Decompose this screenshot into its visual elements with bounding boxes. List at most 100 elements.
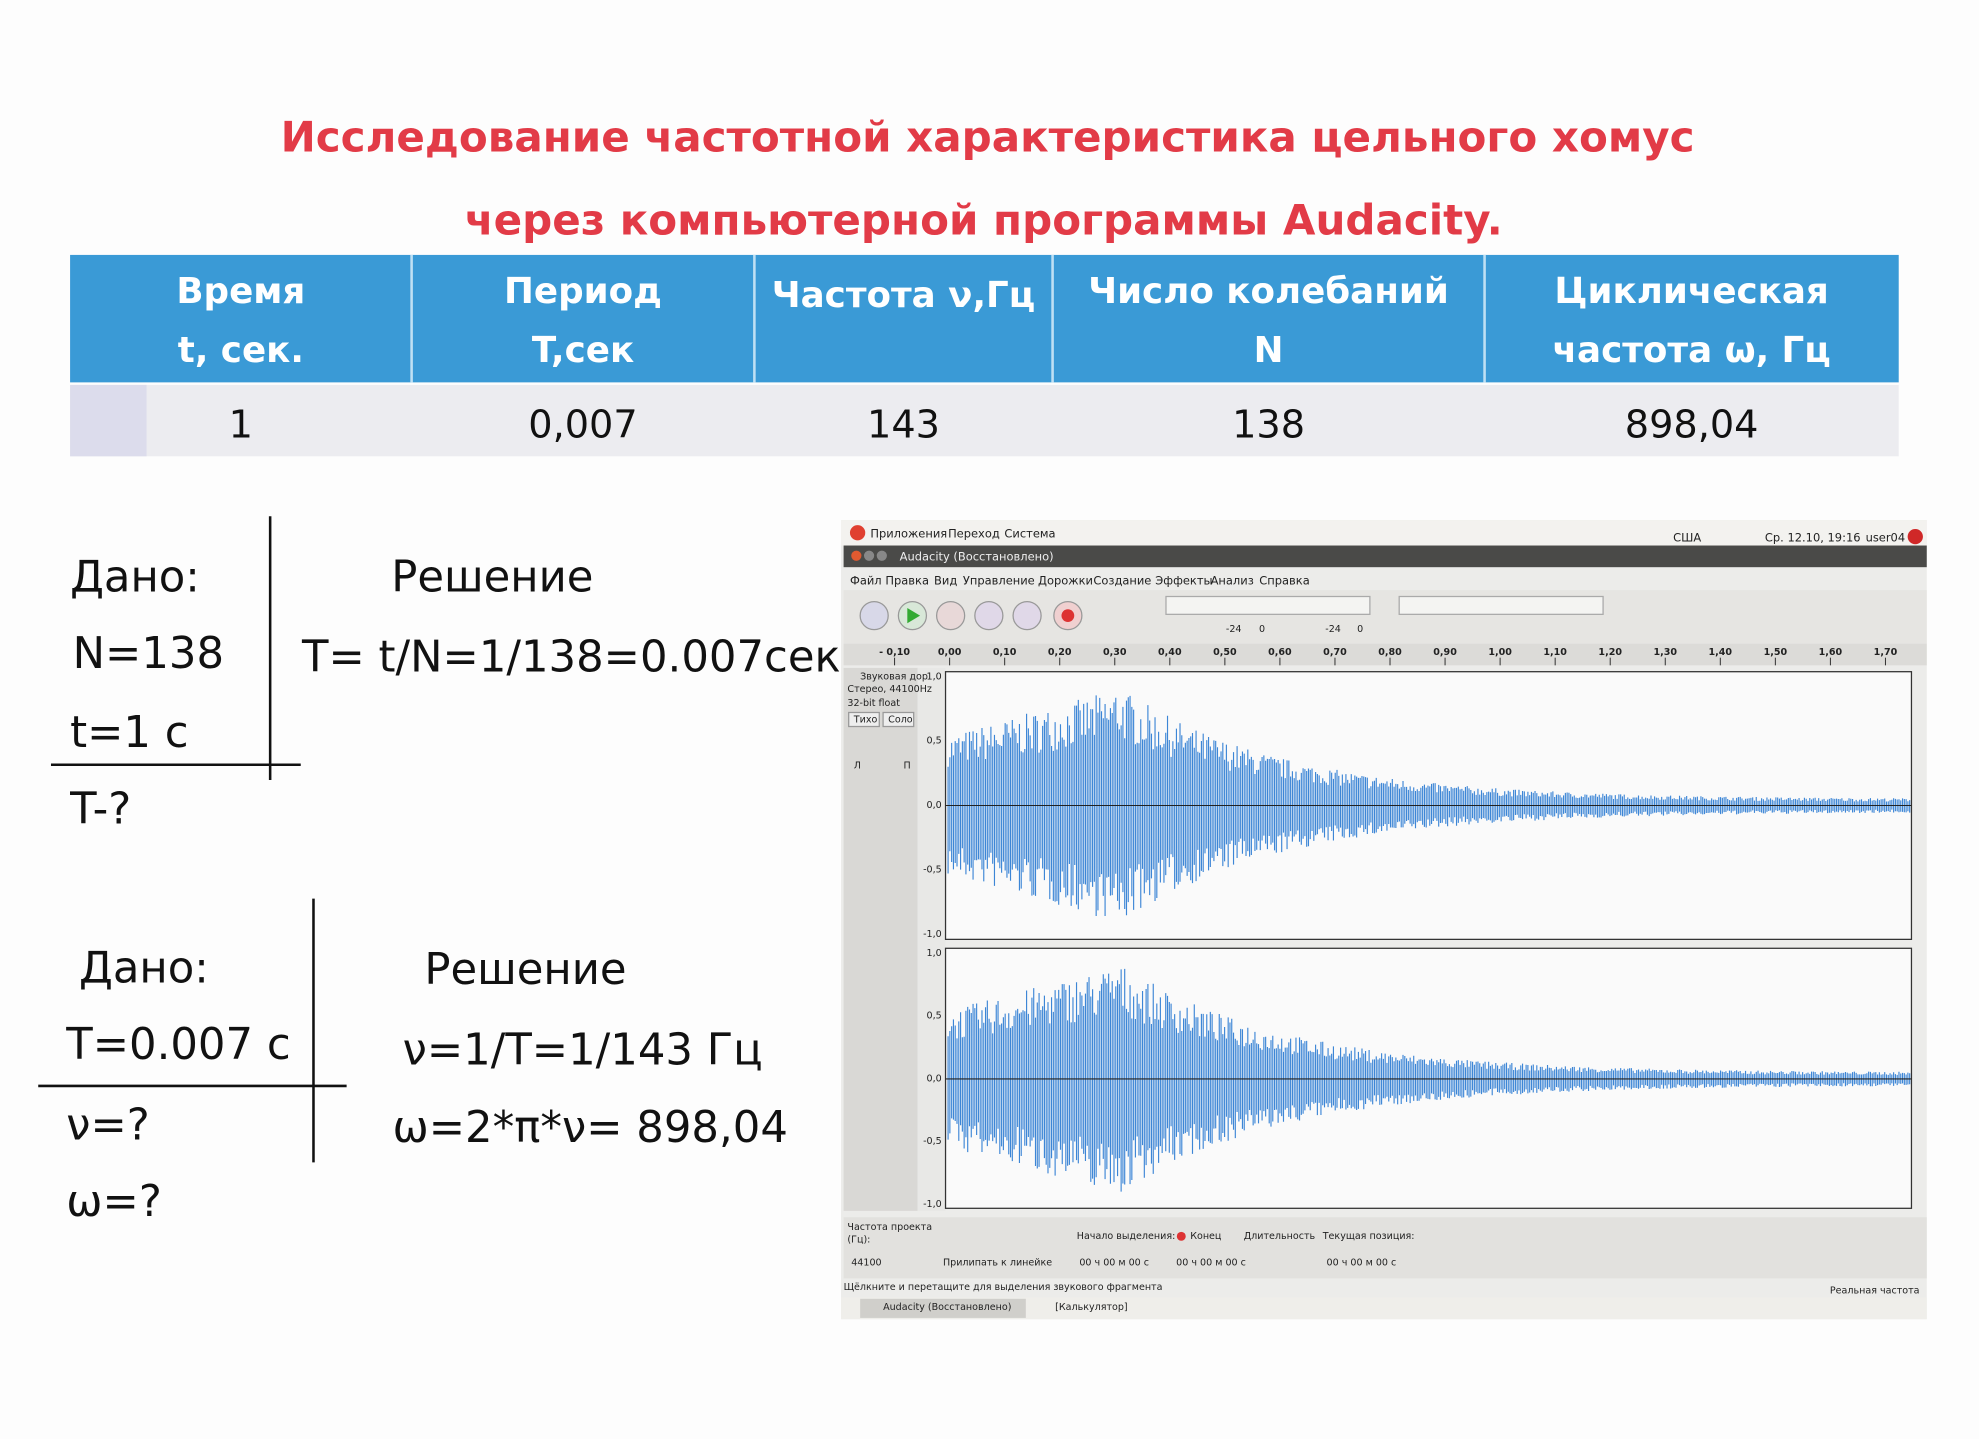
mute: Тихо <box>853 715 878 726</box>
header-cell: Число колебаний <box>1088 271 1449 312</box>
radio[interactable] <box>1176 1231 1186 1241</box>
amplitude-label: 0,0 <box>927 800 942 811</box>
time-field[interactable]: 00 ч 00 м 00 с <box>1079 1258 1149 1269</box>
meter-label: -24 <box>1226 624 1242 635</box>
track-bits: 32-bit float <box>847 698 900 709</box>
title-bar <box>843 545 1927 568</box>
window-button[interactable] <box>851 550 862 561</box>
selection-start: Начало выделения: <box>1077 1231 1176 1242</box>
pause-button[interactable] <box>859 600 889 631</box>
ruler-label: 0,50 <box>1213 647 1237 658</box>
menu-item[interactable]: Справка <box>1259 574 1309 588</box>
ruler-label: - 0,10 <box>879 647 910 658</box>
skip-button[interactable] <box>1012 600 1042 631</box>
pan-left: Л <box>854 761 861 772</box>
ruler-label: 1,10 <box>1543 647 1567 658</box>
find: ω=? <box>66 1177 162 1227</box>
play-icon <box>907 607 921 624</box>
menu-item[interactable]: Эффекты <box>1155 574 1212 588</box>
header-cell: t, сек. <box>178 330 304 371</box>
meter-label: 0 <box>1357 624 1363 635</box>
tray: user04 <box>1866 530 1906 544</box>
window-button[interactable] <box>863 550 875 561</box>
ruler-label: 1,30 <box>1653 647 1677 658</box>
toolbar <box>843 590 1927 644</box>
amplitude-label: -1,0 <box>923 1199 942 1210</box>
amplitude-label: -1,0 <box>923 929 942 940</box>
given: T=0.007 с <box>65 1020 290 1070</box>
snap[interactable]: Прилипать к линейке <box>943 1258 1052 1269</box>
ruler-label: 0,90 <box>1433 647 1457 658</box>
meter-label: 0 <box>1259 624 1265 635</box>
mute-button[interactable] <box>848 711 880 728</box>
track-format: Стерео, 44100Hz <box>847 684 932 695</box>
solution-label: Решение <box>424 945 626 995</box>
menu-item[interactable]: Управление <box>963 574 1035 588</box>
taskbar <box>841 1297 1927 1320</box>
time-field[interactable]: 00 ч 00 м 00 с <box>1176 1258 1246 1269</box>
ruler-label: 0,30 <box>1103 647 1127 658</box>
amplitude-scale <box>917 667 946 1211</box>
meter-label: -24 <box>1325 624 1341 635</box>
task-label: [Калькулятор] <box>1055 1302 1128 1313</box>
menu-item[interactable]: Правка <box>885 574 929 588</box>
problem-1: Дано: N=138 t=1 с T-? Решение T= t/N=1/1… <box>50 516 841 834</box>
table-cell: 898,04 <box>1625 403 1759 447</box>
ruler-label: 1,70 <box>1874 647 1898 658</box>
ruler-label: 1,60 <box>1819 647 1843 658</box>
solution: ω=2*π*ν= 898,04 <box>392 1103 787 1153</box>
stop-button[interactable] <box>935 600 966 631</box>
audacity-screenshot: США Ср. 12.10, 19:16 user04 Audacity (Во… <box>841 520 1927 1320</box>
ruler-label: 0,10 <box>993 647 1017 658</box>
actual-rate: Реальная частота <box>1830 1286 1920 1297</box>
amplitude-label: 0,5 <box>927 1011 942 1022</box>
system-menu-item[interactable]: Система <box>1004 527 1055 541</box>
ruler-label: 0,40 <box>1158 647 1182 658</box>
amplitude-label: 1,0 <box>927 671 942 682</box>
table-cell: 143 <box>867 403 940 447</box>
top-panel <box>841 520 1927 546</box>
menu-item[interactable]: Создание <box>1093 574 1151 588</box>
ruler-label: 1,20 <box>1598 647 1622 658</box>
record-icon <box>1061 609 1075 622</box>
table: Время t, сек. Период T,сек Частота ν,Гц Число… <box>70 254 1899 457</box>
meter <box>1398 595 1604 615</box>
status: Щёлкните и перетащите для выделения звук… <box>844 1282 1163 1293</box>
time-field[interactable]: 00 ч 00 м 00 с <box>1327 1258 1397 1269</box>
header-cell: Частота ν,Гц <box>772 275 1035 316</box>
task-label: Audacity (Восстановлено) <box>883 1302 1011 1313</box>
menu-item[interactable]: Файл <box>850 574 882 588</box>
skip-button[interactable] <box>974 600 1004 631</box>
solo: Соло <box>888 715 913 726</box>
given: N=138 <box>73 629 224 679</box>
menu-item[interactable]: Анализ <box>1211 574 1254 588</box>
ruler-label: 0,80 <box>1378 647 1402 658</box>
ruler-label: 1,50 <box>1764 647 1788 658</box>
given: t=1 с <box>70 708 188 758</box>
icon <box>1907 528 1923 545</box>
solo-button[interactable] <box>882 711 915 728</box>
window-button[interactable] <box>876 550 887 561</box>
menu-item[interactable]: Вид <box>934 574 957 588</box>
ruler-label: 0,70 <box>1323 647 1347 658</box>
header-cell: Время <box>176 271 305 312</box>
meter <box>1165 595 1371 615</box>
rate-label: Частота проекта <box>847 1222 932 1233</box>
task[interactable] <box>860 1298 1026 1318</box>
amplitude-label: 0,0 <box>927 1073 942 1084</box>
table-row-shade <box>70 384 147 457</box>
table-header <box>70 254 1899 383</box>
system-menu-item[interactable]: Переход <box>948 527 1000 541</box>
given-label: Дано: <box>79 944 209 994</box>
selection-bar <box>843 1217 1927 1279</box>
rate[interactable]: 44100 <box>851 1258 881 1269</box>
menu-item[interactable]: Дорожки <box>1038 574 1093 588</box>
system-menu-item[interactable]: Приложения <box>870 527 947 541</box>
ruler-label: 1,40 <box>1709 647 1733 658</box>
table-row <box>70 384 1899 457</box>
solution: ν=1/T=1/143 Гц <box>403 1025 763 1075</box>
problem-2: Дано: T=0.007 с ν=? ω=? Решение ν=1/T=1/… <box>38 898 788 1227</box>
end: Конец <box>1190 1231 1222 1242</box>
amplitude-label: -0,5 <box>923 1136 942 1147</box>
